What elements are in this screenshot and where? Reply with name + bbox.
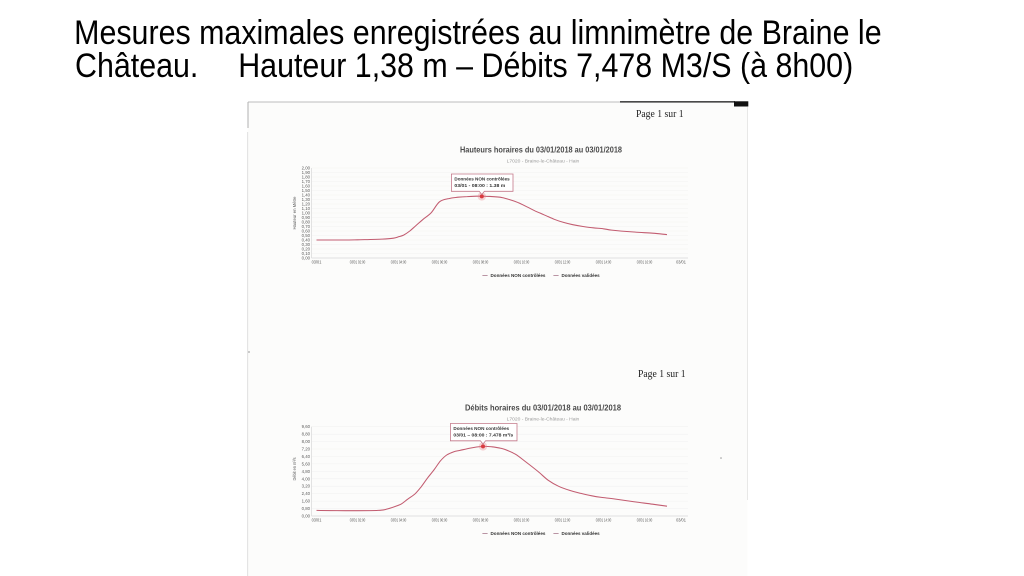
svg-text:3,20: 3,20 <box>302 484 311 489</box>
svg-text:0,30: 0,30 <box>302 242 311 247</box>
svg-text:0,80: 0,80 <box>302 220 311 225</box>
svg-text:4,00: 4,00 <box>302 476 311 481</box>
svg-text:03/01: 03/01 <box>676 260 686 265</box>
svg-text:Hauteurs horaires du 03/01/201: Hauteurs horaires du 03/01/2018 au 03/01… <box>460 146 622 155</box>
svg-text:1,20: 1,20 <box>302 202 311 207</box>
svg-text:Données NON contrôlées: Données NON contrôlées <box>491 273 546 278</box>
svg-text:1,10: 1,10 <box>302 206 311 211</box>
svg-text:8,80: 8,80 <box>302 432 311 437</box>
svg-text:03/01 04:00: 03/01 04:00 <box>391 260 407 265</box>
svg-text:03/01 08:00: 03/01 08:00 <box>473 518 489 523</box>
svg-text:0,10: 0,10 <box>302 251 311 256</box>
svg-text:Débit en m³/s: Débit en m³/s <box>292 457 297 481</box>
svg-text:1,80: 1,80 <box>302 175 311 180</box>
svg-text:03/01 16:00: 03/01 16:00 <box>637 260 653 265</box>
svg-text:0,00: 0,00 <box>302 256 311 261</box>
svg-text:L7020 - Braine-le-Château - Ha: L7020 - Braine-le-Château - Hain <box>507 159 580 165</box>
svg-text:7,20: 7,20 <box>302 447 311 452</box>
svg-text:Données validées: Données validées <box>562 273 601 278</box>
svg-text:03/01 – 08:00 : 7.478 m³/s: 03/01 – 08:00 : 7.478 m³/s <box>453 432 513 437</box>
svg-text:0,90: 0,90 <box>302 215 311 220</box>
svg-text:Données NON contrôlées: Données NON contrôlées <box>453 426 509 431</box>
svg-text:L7020 - Braine-le-Château - Ha: L7020 - Braine-le-Château - Hain <box>507 417 580 423</box>
svg-text:Hauteur en Mètre: Hauteur en Mètre <box>292 196 297 230</box>
svg-text:8,00: 8,00 <box>302 439 311 444</box>
svg-text:03/01 06:00: 03/01 06:00 <box>432 260 448 265</box>
svg-text:1,40: 1,40 <box>302 193 311 198</box>
svg-text:Débits horaires du 03/01/2018: Débits horaires du 03/01/2018 au 03/01/2… <box>465 404 621 413</box>
svg-text:03/01 02:00: 03/01 02:00 <box>350 260 366 265</box>
svg-text:4,80: 4,80 <box>302 469 311 474</box>
svg-text:Données NON contrôlées: Données NON contrôlées <box>454 176 510 181</box>
svg-text:0,40: 0,40 <box>302 238 311 243</box>
svg-text:6,40: 6,40 <box>302 454 311 459</box>
svg-text:Page 1 sur 1: Page 1 sur 1 <box>636 108 684 120</box>
svg-text:1,50: 1,50 <box>302 188 311 193</box>
svg-text:03/01 02:00: 03/01 02:00 <box>350 518 366 523</box>
svg-text:1,30: 1,30 <box>302 197 311 202</box>
svg-text:2,40: 2,40 <box>302 491 311 496</box>
svg-text:0,00: 0,00 <box>302 514 311 519</box>
svg-text:03/01 12:00: 03/01 12:00 <box>555 260 571 265</box>
svg-text:03/01 04:00: 03/01 04:00 <box>391 518 407 523</box>
svg-text:0,50: 0,50 <box>302 233 311 238</box>
svg-text:03/01 10:00: 03/01 10:00 <box>514 260 530 265</box>
svg-text:03/01: 03/01 <box>676 518 686 523</box>
svg-text:03/01: 03/01 <box>312 260 322 265</box>
svg-text:03/01 14:00: 03/01 14:00 <box>596 518 612 523</box>
svg-text:2,00: 2,00 <box>302 166 311 171</box>
svg-text:0,20: 0,20 <box>302 247 311 252</box>
svg-text:0,60: 0,60 <box>302 229 311 234</box>
svg-text:03/01 - 08:00 : 1.38 m: 03/01 - 08:00 : 1.38 m <box>454 183 505 188</box>
svg-text:03/01 16:00: 03/01 16:00 <box>637 518 653 523</box>
svg-text:03/01 10:00: 03/01 10:00 <box>514 518 530 523</box>
svg-text:03/01 12:00: 03/01 12:00 <box>555 518 571 523</box>
svg-text:03/01 08:00: 03/01 08:00 <box>473 260 489 265</box>
svg-text:03/01: 03/01 <box>312 518 322 523</box>
svg-text:1,90: 1,90 <box>302 170 311 175</box>
svg-text:0,80: 0,80 <box>302 506 311 511</box>
svg-text:1,70: 1,70 <box>302 179 311 184</box>
svg-text:Page 1 sur 1: Page 1 sur 1 <box>638 368 686 380</box>
svg-text:5,60: 5,60 <box>302 461 311 466</box>
svg-text:03/01 06:00: 03/01 06:00 <box>432 518 448 523</box>
svg-text:0,70: 0,70 <box>302 224 311 229</box>
svg-text:1,60: 1,60 <box>302 499 311 504</box>
svg-text:1,60: 1,60 <box>302 184 311 189</box>
svg-text:Données NON contrôlées: Données NON contrôlées <box>491 531 546 536</box>
svg-text:9,60: 9,60 <box>302 424 311 429</box>
svg-text:Données validées: Données validées <box>562 531 601 536</box>
svg-text:03/01 14:00: 03/01 14:00 <box>596 260 612 265</box>
svg-text:1,00: 1,00 <box>302 211 311 216</box>
